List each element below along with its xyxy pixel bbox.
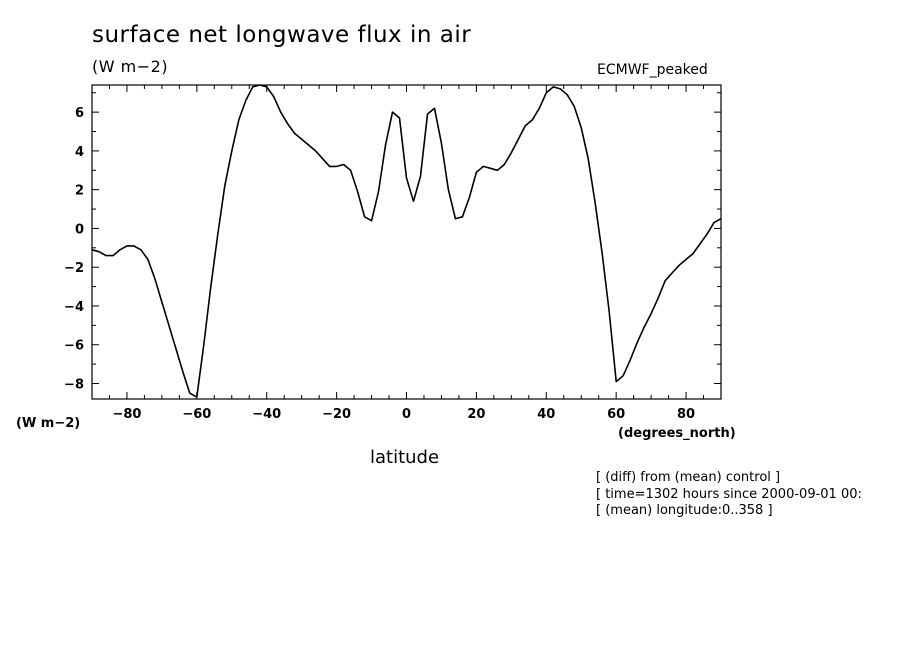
dataset-label: ECMWF_peaked xyxy=(597,62,708,78)
x-axis-units-label: (degrees_north) xyxy=(618,426,736,441)
y-axis-label: (W m−2) xyxy=(16,416,81,431)
x-axis-ticks: −80 −60 −40 −20 0 20 40 60 80 xyxy=(91,85,722,422)
y-tick-label: −6 xyxy=(64,339,84,354)
x-tick-label: −60 xyxy=(182,407,211,422)
series-line xyxy=(91,84,722,398)
y-tick-label: −2 xyxy=(64,261,84,276)
y-axis-ticks: −8 −6 −4 −2 0 2 4 6 xyxy=(64,92,721,392)
x-axis-label: latitude xyxy=(370,447,440,468)
y-tick-label: 0 xyxy=(75,222,84,237)
footer-line-time: [ time=1302 hours since 2000-09-01 00: xyxy=(596,487,862,502)
plot-frame xyxy=(91,84,722,400)
units-label: (W m−2) xyxy=(92,57,169,76)
x-tick-label: 20 xyxy=(467,407,485,422)
x-tick-label: −40 xyxy=(252,407,281,422)
footer-line-diff: [ (diff) from (mean) control ] xyxy=(596,470,781,485)
y-tick-label: 2 xyxy=(75,184,84,199)
x-tick-label: −20 xyxy=(322,407,351,422)
y-tick-label: 6 xyxy=(75,106,84,121)
x-tick-label: 0 xyxy=(402,407,411,422)
chart-title: surface net longwave flux in air xyxy=(92,22,472,48)
footer-line-longitude: [ (mean) longitude:0..358 ] xyxy=(596,503,773,518)
y-tick-label: 4 xyxy=(75,145,84,160)
x-tick-label: 40 xyxy=(537,407,555,422)
y-tick-label: −4 xyxy=(64,300,84,315)
x-tick-label: 80 xyxy=(677,407,695,422)
x-tick-label: −80 xyxy=(112,407,141,422)
y-tick-label: −8 xyxy=(64,377,84,392)
x-tick-label: 60 xyxy=(607,407,625,422)
